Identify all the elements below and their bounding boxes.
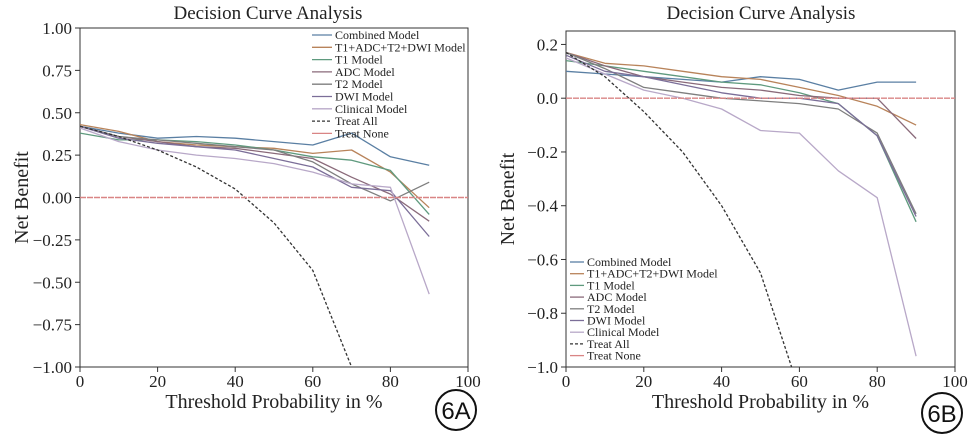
legend-label-t2-model: T2 Model	[587, 302, 635, 316]
y-tick-label: −0.75	[33, 316, 72, 335]
x-tick-label: 20	[149, 372, 166, 391]
panel-6a: Decision Curve Analysis Threshold Probabi…	[11, 3, 481, 431]
series-line-combined-model	[566, 70, 917, 91]
x-axis-label: Threshold Probability in %	[165, 391, 382, 413]
y-axis-label: Net Benefit	[11, 151, 33, 244]
series-line-dwi-model	[80, 125, 430, 237]
chart-title: Decision Curve Analysis	[667, 3, 856, 24]
x-tick-label: 40	[713, 372, 730, 391]
panel-badge-label: 6B	[927, 401, 956, 428]
x-tick-label: 100	[455, 372, 481, 391]
x-tick-label: 60	[791, 372, 808, 391]
y-tick-label: 0.25	[42, 146, 72, 165]
series-line-t2-model	[566, 51, 917, 215]
plot-frame	[565, 30, 956, 368]
panel-badge-circle	[435, 389, 477, 431]
legend-label-dwi-model: DWI Model	[335, 90, 394, 104]
series-line-clinical-model	[80, 127, 430, 295]
x-tick-label: 0	[562, 372, 571, 391]
legend-label-clinical-model: Clinical Model	[587, 325, 660, 339]
series-line-treat-all	[80, 125, 353, 367]
x-tick-label: 80	[869, 372, 886, 391]
series-line-treat-all	[566, 51, 793, 367]
y-tick-label: −0.6	[527, 250, 558, 269]
panel-badge-circle	[921, 392, 963, 434]
chart-title: Decision Curve Analysis	[174, 3, 363, 24]
legend-label-adc-model: ADC Model	[335, 65, 395, 79]
y-tick-label: 0.50	[42, 104, 72, 123]
x-tick-label: 20	[635, 372, 652, 391]
y-tick-label: −0.8	[527, 304, 558, 323]
series-group	[80, 123, 468, 367]
legend-label-clinical-model: Clinical Model	[335, 102, 408, 116]
series-line-t1-model	[80, 132, 430, 215]
y-tick-label: −0.50	[33, 273, 72, 292]
y-tick-label: 1.00	[42, 19, 72, 38]
y-tick-label: −1.0	[527, 358, 558, 377]
y-tick-label: 0.75	[42, 61, 72, 80]
series-group	[566, 51, 955, 367]
legend-label-t2-model: T2 Model	[335, 77, 383, 91]
legend-label-t1-model: T1 Model	[335, 53, 383, 67]
series-line-combined-model	[80, 125, 430, 166]
x-tick-label: 60	[304, 372, 321, 391]
panel-badge-label: 6A	[441, 398, 470, 425]
legend-label-dwi-model: DWI Model	[587, 314, 646, 328]
x-tick-label: 0	[76, 372, 85, 391]
x-axis-label: Threshold Probability in %	[652, 391, 869, 413]
legend-label-combined-model: Combined Model	[587, 255, 672, 269]
y-axis-label: Net Benefit	[497, 152, 519, 245]
legend-label-t1-model: T1 Model	[587, 278, 635, 292]
legend-label-adc-model: ADC Model	[587, 290, 647, 304]
y-tick-label: −0.4	[527, 197, 558, 216]
series-line-clinical-model	[566, 57, 917, 357]
x-tick-label: 100	[942, 372, 968, 391]
series-line-dwi-model	[566, 54, 917, 217]
x-tick-label: 80	[382, 372, 399, 391]
y-tick-label: −0.2	[527, 143, 558, 162]
legend-label-treat-all: Treat All	[335, 114, 378, 128]
legend-label-t1-adc-t2-dwi-model: T1+ADC+T2+DWI Model	[587, 267, 718, 281]
legend-label-treat-none: Treat None	[335, 126, 389, 140]
legend-label-treat-none: Treat None	[587, 349, 641, 363]
series-line-t1-adc-t2-dwi-model	[566, 51, 917, 126]
y-tick-label: −1.00	[33, 358, 72, 377]
legend-label-t1-adc-t2-dwi-model: T1+ADC+T2+DWI Model	[335, 40, 466, 54]
y-tick-label: −0.25	[33, 231, 72, 250]
legend-label-treat-all: Treat All	[587, 337, 630, 351]
x-tick-label: 40	[227, 372, 244, 391]
legend-label-combined-model: Combined Model	[335, 28, 420, 42]
series-line-t2-model	[80, 125, 430, 202]
panel-6b: Decision Curve Analysis Threshold Probabi…	[497, 3, 968, 434]
y-tick-label: 0.2	[537, 35, 558, 54]
y-tick-label: 0.00	[42, 189, 72, 208]
y-tick-label: 0.0	[537, 89, 558, 108]
